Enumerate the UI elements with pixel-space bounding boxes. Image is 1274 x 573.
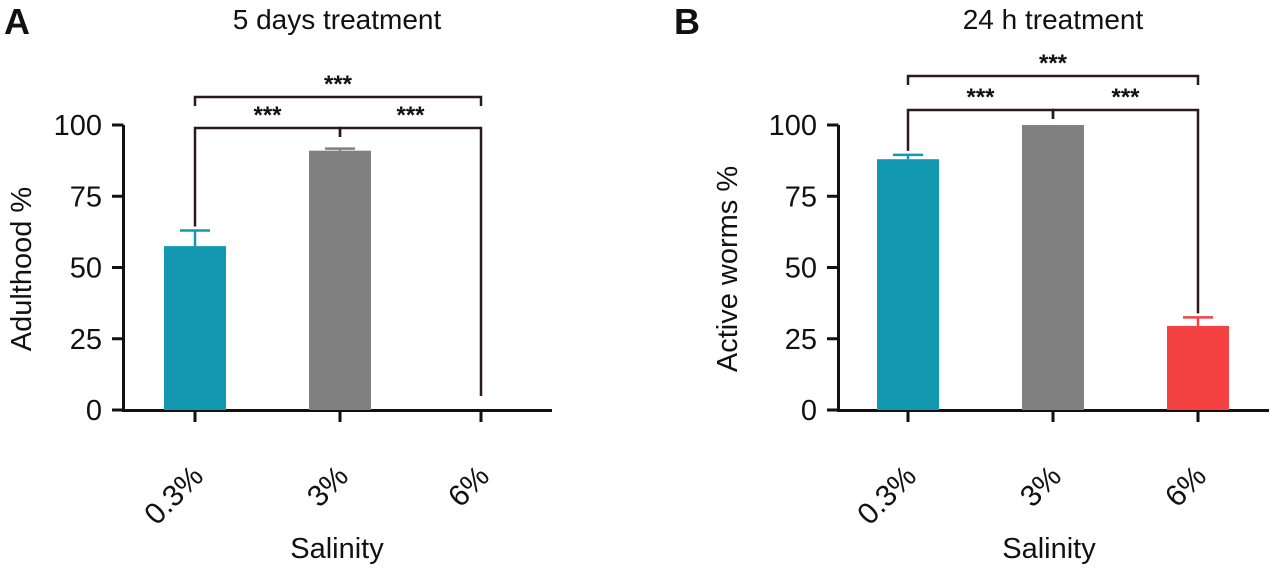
significance-label: *** (253, 102, 282, 129)
bar (309, 150, 371, 410)
significance-label: *** (396, 102, 425, 129)
bar (877, 159, 939, 410)
panel-b: B 24 h treatment Active worms % Salinity… (674, 1, 1269, 565)
chart-title: 24 h treatment (963, 4, 1144, 35)
bar (1022, 125, 1084, 410)
bar (164, 246, 226, 410)
y-tick-label: 100 (54, 110, 102, 142)
significance-label: *** (966, 84, 995, 111)
y-axis-label: Active worms % (712, 166, 744, 372)
y-tick-label: 25 (70, 324, 102, 356)
y-tick-label: 75 (70, 181, 102, 213)
y-tick-label: 50 (785, 253, 817, 285)
panel-letter: A (4, 1, 30, 42)
chart-title: 5 days treatment (233, 4, 442, 35)
x-tick-label: 0.3% (138, 460, 210, 532)
y-axis-label: Adulthood % (6, 187, 38, 351)
panel-a: A 5 days treatment Adulthood % Salinity … (4, 1, 552, 565)
y-tick-label: 75 (785, 181, 817, 213)
significance-bracket (906, 74, 1200, 85)
marks-group: 0 25 50 75 100 0.3% 3% 6% *** *** *** (54, 71, 496, 531)
significance-label: *** (1111, 84, 1140, 111)
x-tick-label: 3% (1014, 460, 1068, 514)
y-tick-label: 50 (70, 253, 102, 285)
x-tick-label: 0.3% (851, 460, 923, 532)
significance-bracket (193, 95, 483, 106)
x-tick-label: 6% (442, 460, 496, 514)
y-tick-label: 100 (769, 110, 817, 142)
x-axis-label: Salinity (290, 533, 384, 565)
significance-label: *** (324, 71, 353, 98)
x-tick-label: 3% (301, 460, 355, 514)
y-tick-label: 0 (801, 395, 817, 427)
significance-bracket (338, 126, 483, 396)
significance-label: *** (1039, 50, 1068, 77)
x-tick-label: 6% (1159, 460, 1213, 514)
x-axis-label: Salinity (1002, 533, 1096, 565)
significance-bracket (1051, 108, 1200, 314)
bar (1167, 325, 1229, 410)
y-tick-label: 25 (785, 324, 817, 356)
panel-letter: B (674, 1, 700, 42)
y-tick-label: 0 (86, 395, 102, 427)
